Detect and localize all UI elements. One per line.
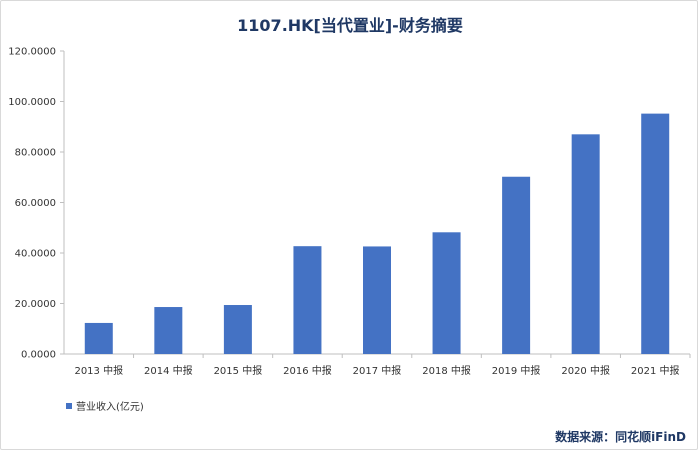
x-tick-label: 2020 中报 — [561, 364, 610, 377]
data-source-label: 数据来源：同花顺iFinD — [555, 430, 686, 444]
x-tick-label: 2021 中报 — [631, 364, 680, 377]
x-tick-label: 2014 中报 — [144, 364, 193, 377]
bar — [154, 307, 183, 354]
bar — [641, 113, 670, 355]
y-tick-label: 40.0000 — [15, 249, 56, 260]
y-tick-label: 80.0000 — [15, 148, 56, 159]
chart-title: 1107.HK[当代置业]-财务摘要 — [237, 16, 463, 35]
bar — [363, 246, 391, 354]
y-tick-label: 0.0000 — [21, 350, 56, 361]
bar — [571, 134, 600, 354]
bar — [293, 246, 322, 354]
x-tick-label: 2018 中报 — [422, 364, 471, 377]
bar — [432, 232, 461, 354]
x-tick-label: 2016 中报 — [283, 364, 332, 377]
y-tick-label: 60.0000 — [15, 198, 56, 209]
bar — [84, 322, 113, 354]
x-tick-label: 2013 中报 — [74, 364, 123, 377]
y-tick-label: 120.0000 — [8, 47, 56, 58]
legend-label: 营业收入(亿元) — [76, 402, 144, 413]
x-tick-label: 2019 中报 — [492, 364, 541, 377]
legend: 营业收入(亿元) — [66, 398, 144, 413]
bar — [223, 305, 252, 354]
x-tick-label: 2017 中报 — [353, 364, 402, 377]
x-tick-label: 2015 中报 — [214, 364, 263, 377]
bar — [502, 176, 531, 354]
legend-swatch — [66, 402, 72, 409]
y-tick-label: 20.0000 — [15, 299, 56, 310]
y-tick-label: 100.0000 — [8, 97, 56, 108]
